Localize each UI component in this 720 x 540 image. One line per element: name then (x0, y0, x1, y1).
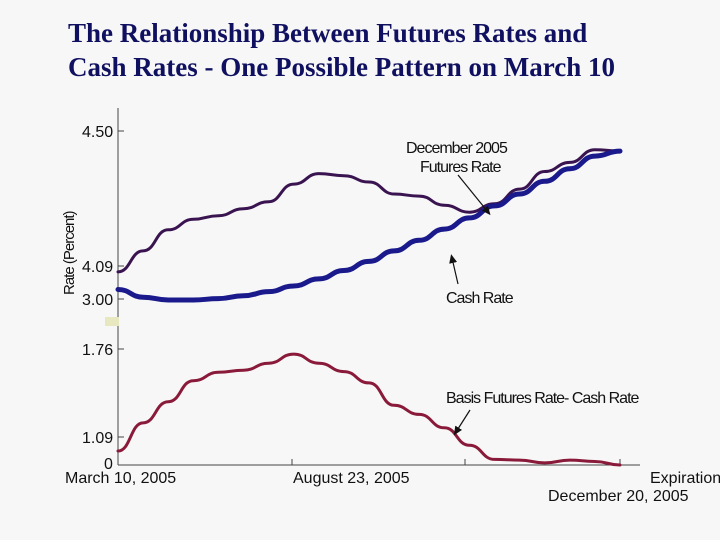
y-tick-label: 4.50 (82, 124, 113, 141)
cash-annotation: Cash Rate (446, 290, 514, 307)
y-axis-label: Rate (Percent) (61, 210, 78, 295)
x-tick-label: Expiration (650, 470, 720, 487)
marker-highlight (105, 317, 119, 326)
y-tick-label: 0 (104, 456, 113, 473)
series-line-basis (116, 352, 622, 467)
y-tick-label: 3.00 (82, 292, 113, 309)
y-tick-label: 1.76 (82, 342, 113, 359)
basis-arrow (453, 409, 471, 436)
x-tick-label: December 20, 2005 (548, 488, 689, 505)
series-layer (115, 148, 623, 467)
cash-arrow (449, 254, 459, 285)
x-tick-label: August 23, 2005 (293, 470, 410, 487)
series-line-december-2005-futures-rate (116, 148, 622, 274)
chart-title: The Relationship Between Futures Rates a… (68, 18, 615, 82)
futures-annotation-line: December 2005 (406, 140, 508, 157)
y-tick-label: 4.09 (82, 259, 113, 276)
y-tick-label: 1.09 (82, 430, 113, 447)
futures-arrow (457, 174, 491, 216)
x-tick-label: March 10, 2005 (65, 470, 176, 487)
futures-annotation-line: Futures Rate (420, 159, 502, 176)
series-line-cash-rate (115, 148, 623, 303)
basis-annotation: Basis Futures Rate- Cash Rate (446, 390, 640, 407)
futures-annotation: December 2005 Futures Rate (406, 140, 510, 176)
